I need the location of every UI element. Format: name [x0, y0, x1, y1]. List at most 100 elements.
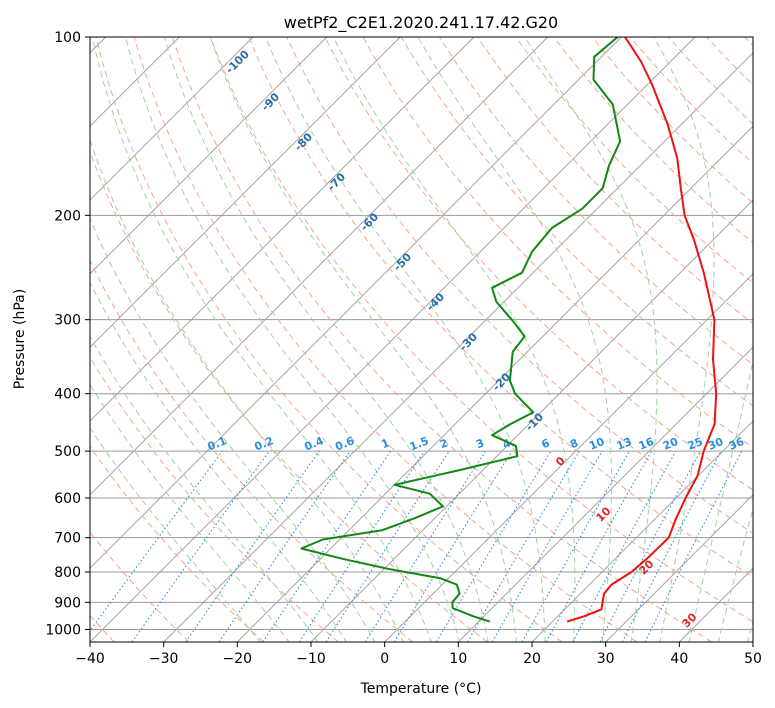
mixing-ratio-label: 20: [661, 435, 680, 453]
y-tick-label: 100: [54, 30, 81, 46]
y-tick-label: 500: [54, 444, 81, 460]
dry-adiabat-label: -40: [424, 290, 447, 313]
moist-adiabat-line: [91, 37, 432, 642]
dry-adiabat-label: -90: [259, 90, 282, 113]
y-tick-label: 200: [54, 208, 81, 224]
temperature-line: [566, 37, 718, 623]
dry-adiabat-line: [629, 37, 753, 165]
y-tick-label: 800: [54, 565, 81, 581]
isotherm-line: [90, 37, 622, 569]
isotherm-line: [752, 641, 753, 642]
moist-adiabat-line: [524, 37, 658, 642]
y-tick-label: 700: [54, 531, 81, 547]
dry-adiabat-line: [210, 37, 753, 623]
mixing-ratio-line: [131, 450, 270, 642]
moist-adiabat-line: [417, 37, 612, 642]
isotherm-line: [678, 567, 753, 642]
x-tick-label: 40: [670, 651, 688, 667]
mixing-ratio-label: 25: [686, 435, 705, 453]
moist-adiabat-line: [265, 37, 546, 642]
isotherm-line: [90, 37, 696, 642]
mixing-ratio-line: [599, 450, 701, 642]
isotherm-line: [236, 125, 753, 642]
isotherm-line: [605, 494, 753, 642]
moist-adiabat-line: [163, 37, 489, 642]
moist-adiabat-line: [90, 138, 404, 642]
dry-adiabat-line: [324, 37, 753, 491]
x-tick-label: −40: [75, 651, 105, 667]
isotherm-line: [384, 273, 753, 642]
x-axis-title: Temperature (°C): [360, 681, 482, 697]
moist-adiabat-line: [90, 335, 319, 642]
mixing-ratio-label: 1: [379, 436, 391, 451]
dry-adiabat-line: [95, 37, 563, 642]
dewpoint-line: [300, 37, 622, 623]
isotherm-line: [531, 420, 753, 642]
dry-adiabat-line: [90, 259, 414, 642]
moist-adiabat-line: [653, 37, 715, 642]
dry-adiabat-line: [591, 37, 753, 204]
moist-adiabat-line: [688, 358, 753, 642]
mixing-ratio-label: 36: [727, 435, 746, 453]
isotherm-line: [90, 37, 328, 275]
y-tick-label: 300: [54, 313, 81, 329]
x-tick-label: −30: [149, 651, 179, 667]
mixing-ratio-line: [218, 450, 351, 642]
mixing-ratio-line: [262, 450, 392, 642]
mixing-ratio-label: 16: [637, 435, 656, 453]
dry-adiabat-line: [90, 531, 190, 642]
moist-adiabat-line: [332, 37, 576, 642]
y-tick-label: 400: [54, 387, 81, 403]
isotherm-line: [310, 199, 753, 642]
dry-adiabat-line: [706, 37, 753, 86]
x-tick-label: 20: [523, 651, 541, 667]
moist-adiabat-line: [90, 281, 347, 642]
isotherm-line: [90, 37, 549, 496]
x-tick-label: 30: [597, 651, 615, 667]
chart-title: wetPf2_C2E1.2020.241.17.42.G20: [284, 13, 558, 33]
mixing-ratio-line: [545, 450, 653, 642]
isotherm-line: [90, 37, 401, 348]
dry-adiabat-line: [668, 37, 753, 125]
dry-adiabat-label: -10: [523, 410, 546, 433]
series-layer: [300, 37, 718, 623]
moist-adiabat-label: 40: [723, 663, 743, 683]
mixing-ratio-line: [572, 450, 677, 642]
dry-adiabat-line: [133, 37, 638, 642]
mixing-ratio-line: [521, 450, 630, 642]
mixing-ratio-label: 30: [706, 435, 725, 453]
mixing-ratio-line: [90, 450, 223, 632]
moist-adiabat-label: 30: [680, 610, 700, 630]
mixing-ratio-line: [298, 450, 425, 642]
dry-adiabat-line: [90, 356, 339, 642]
y-tick-label: 900: [54, 595, 81, 611]
plot-frame: [89, 36, 754, 643]
y-tick-label: 600: [54, 491, 81, 507]
dry-adiabat-line: [90, 150, 488, 642]
moist-adiabat-line: [746, 619, 753, 642]
mixing-ratio-line: [325, 450, 450, 642]
dry-adiabat-label: -60: [358, 210, 381, 233]
moist-adiabat-line: [90, 383, 290, 642]
moist-adiabat-line: [90, 217, 376, 642]
x-tick-label: 10: [449, 651, 467, 667]
isotherm-line: [457, 346, 753, 642]
dry-adiabat-label: -30: [457, 330, 480, 353]
dry-adiabat-line: [90, 445, 264, 642]
dry-adiabat-line: [400, 37, 753, 407]
mixing-ratio-line: [467, 450, 580, 642]
isotherm-line: [163, 52, 753, 642]
moist-adiabat-line: [717, 506, 753, 642]
dry-adiabat-label: -50: [391, 250, 414, 273]
isotherm-line: [90, 37, 254, 201]
x-tick-label: 0: [380, 651, 389, 667]
mixing-ratio-line: [435, 450, 552, 642]
background-lines: [90, 37, 753, 642]
mixing-ratio-label: 8: [568, 436, 580, 451]
mixing-ratio-label: 10: [587, 435, 606, 453]
dry-adiabat-label: -70: [325, 170, 348, 193]
isotherm-line: [90, 37, 475, 422]
x-tick-label: −20: [223, 651, 253, 667]
dry-adiabat-label: -100: [223, 48, 252, 77]
